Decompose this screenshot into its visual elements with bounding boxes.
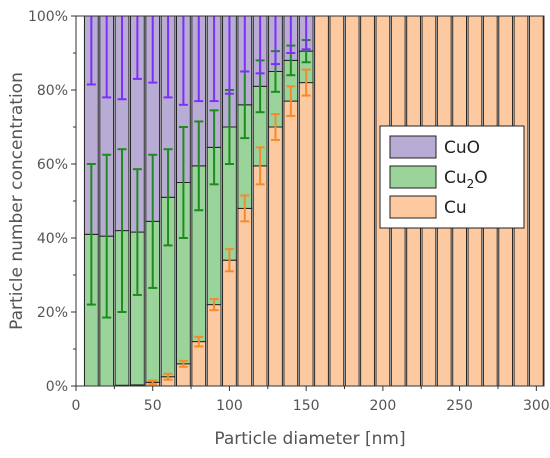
legend-swatch bbox=[389, 195, 437, 219]
x-tick-label: 250 bbox=[446, 398, 473, 414]
legend-swatch bbox=[389, 135, 437, 159]
errorbar-cu-50 bbox=[148, 379, 158, 386]
bar-cu-130 bbox=[268, 126, 283, 387]
errorbar-cu-120 bbox=[255, 146, 265, 186]
errorbar-cuo-80 bbox=[194, 16, 204, 103]
legend-label: Cu2O bbox=[444, 168, 488, 191]
bar-cu-190 bbox=[360, 15, 375, 387]
errorbar-cu2o-20 bbox=[102, 153, 112, 319]
legend-swatch bbox=[389, 165, 437, 189]
x-axis-title: Particle diameter [nm] bbox=[214, 429, 405, 449]
y-tick-label: 60% bbox=[37, 157, 68, 173]
errorbar-cu2o-30 bbox=[117, 148, 127, 313]
errorbar-cuo-40 bbox=[132, 16, 142, 80]
y-tick-label: 40% bbox=[37, 231, 68, 247]
bar-cu-80 bbox=[191, 341, 207, 387]
bar-cu-160 bbox=[314, 15, 329, 387]
errorbar-cuo-20 bbox=[102, 16, 112, 99]
errorbar-cuo-50 bbox=[148, 16, 158, 84]
y-tick-label: 100% bbox=[28, 9, 68, 25]
x-tick-label: 0 bbox=[72, 398, 81, 414]
errorbar-cu-70 bbox=[178, 359, 188, 368]
x-tick-label: 100 bbox=[216, 398, 243, 414]
bar-cu-100 bbox=[222, 259, 237, 387]
errorbar-cuo-100 bbox=[224, 16, 234, 95]
errorbar-cu2o-90 bbox=[209, 109, 219, 186]
errorbar-cu-100 bbox=[224, 248, 234, 273]
errorbar-cu2o-40 bbox=[132, 168, 142, 296]
y-tick-label: 80% bbox=[37, 83, 68, 99]
errorbar-cu2o-60 bbox=[163, 148, 173, 247]
errorbar-cu-140 bbox=[286, 85, 296, 117]
errorbar-cuo-110 bbox=[240, 16, 250, 73]
errorbar-cuo-120 bbox=[255, 16, 265, 75]
errorbar-cu2o-80 bbox=[194, 120, 204, 212]
bar-cu-300 bbox=[528, 15, 544, 387]
errorbar-cuo-130 bbox=[270, 16, 280, 66]
errorbar-cuo-150 bbox=[301, 16, 311, 51]
errorbar-cuo-140 bbox=[286, 16, 296, 54]
errorbar-cu2o-50 bbox=[148, 153, 158, 289]
errorbar-cuo-60 bbox=[163, 16, 173, 99]
errorbar-cu-60 bbox=[163, 372, 173, 381]
y-tick-label: 20% bbox=[37, 305, 68, 321]
y-axis-title: Particle number concentration bbox=[7, 72, 27, 330]
bar-cu-170 bbox=[329, 15, 345, 387]
x-axis: 0 50 100 150 200 250 300 bbox=[72, 386, 550, 414]
x-tick-label: 200 bbox=[370, 398, 397, 414]
x-tick-label: 150 bbox=[293, 398, 320, 414]
errorbar-cu-150 bbox=[301, 68, 311, 97]
bar-cu-120 bbox=[252, 165, 268, 387]
bar-cu-90 bbox=[206, 304, 222, 387]
bar-cu-110 bbox=[237, 207, 253, 387]
y-tick-label: 0% bbox=[46, 379, 68, 395]
errorbar-cu2o-70 bbox=[178, 126, 188, 239]
errorbar-cu2o-10 bbox=[86, 163, 96, 306]
errorbar-cuo-70 bbox=[178, 16, 188, 106]
errorbar-cuo-90 bbox=[209, 16, 219, 103]
errorbar-cu-110 bbox=[240, 194, 250, 223]
legend: CuO Cu2O Cu bbox=[379, 125, 525, 229]
bar-cu-180 bbox=[344, 15, 360, 387]
errorbar-cu-90 bbox=[209, 298, 219, 312]
bar-cu-150 bbox=[298, 82, 314, 387]
legend-label: CuO bbox=[444, 138, 480, 158]
legend-label: Cu bbox=[444, 198, 467, 218]
y-axis: 0% 20% 40% 60% 80% 100% bbox=[28, 9, 76, 395]
x-tick-label: 50 bbox=[144, 398, 162, 414]
errorbar-cuo-10 bbox=[86, 16, 96, 86]
errorbar-cu-130 bbox=[270, 113, 280, 141]
errorbar-cuo-30 bbox=[117, 16, 127, 101]
bar-cu-140 bbox=[283, 100, 299, 387]
x-tick-label: 300 bbox=[523, 398, 550, 414]
error-bar-group bbox=[86, 16, 311, 386]
errorbar-cu-80 bbox=[194, 335, 204, 348]
